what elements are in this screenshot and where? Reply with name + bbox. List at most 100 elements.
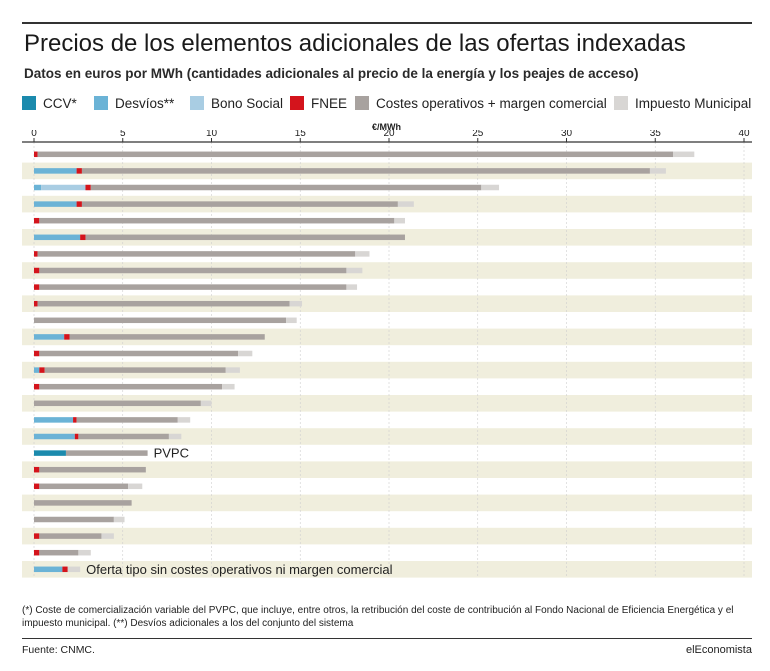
row-band — [22, 328, 752, 346]
legend-item-fnee: FNEE — [290, 92, 347, 114]
bar-segment-costes — [34, 317, 287, 324]
bar-segment-costes — [34, 400, 201, 407]
row-band — [22, 461, 752, 478]
bar-segment-impuesto — [649, 168, 666, 174]
bar-segment-costes — [85, 234, 405, 241]
bar-segment-desvios — [34, 201, 77, 207]
bar-segment-impuesto — [113, 516, 125, 523]
row-band — [22, 395, 752, 412]
row-band — [22, 527, 752, 545]
bar-segment-desvios — [34, 234, 81, 241]
x-tick-label: 0 — [31, 130, 37, 139]
legend-label: FNEE — [311, 95, 348, 111]
bar-segment-fnee — [39, 367, 45, 373]
x-tick-label: 10 — [206, 130, 218, 139]
bar-segment-fnee — [34, 383, 40, 390]
bar-label: PVPC — [154, 446, 189, 461]
bar-segment-impuesto — [346, 284, 358, 290]
bar-chart: 0 5 10 15 20 25 30 35 40 PVPC Oferta tipo sin cost… — [22, 130, 752, 578]
bar-segment-impuesto — [200, 400, 212, 407]
bar-segment-desvios — [34, 417, 74, 423]
legend-swatch — [355, 96, 369, 110]
bar-segment-costes — [39, 483, 129, 490]
bar-segment-costes — [39, 350, 239, 357]
source-note: Fuente: CNMC. — [22, 644, 95, 656]
bar-segment-impuesto — [355, 251, 370, 257]
bar-segment-fnee — [34, 549, 40, 556]
bar-segment-costes — [39, 383, 223, 390]
bar-label: Oferta tipo sin costes operativos ni mar… — [86, 562, 392, 577]
legend: CCV* Desvíos** Bono Social FNEE Costes o… — [22, 92, 762, 114]
bar-segment-costes — [90, 184, 482, 191]
bar-segment-fnee — [76, 201, 82, 207]
row-band — [22, 295, 752, 312]
bar-segment-costes — [39, 466, 146, 473]
legend-label: Bono Social — [211, 95, 284, 111]
chart-subtitle: Datos en euros por MWh (cantidades adici… — [24, 66, 639, 81]
bar-segment-impuesto — [346, 267, 363, 274]
x-tick-label: 20 — [383, 130, 395, 139]
bar-segment-costes — [69, 334, 265, 340]
bar-segment-impuesto — [394, 217, 405, 224]
legend-item-ccv: CCV* — [22, 92, 77, 114]
legend-swatch — [94, 96, 108, 110]
legend-label: Impuesto Municipal — [635, 95, 752, 111]
bar-segment-fnee — [34, 483, 40, 490]
bar-segment-impuesto — [101, 533, 114, 539]
bar-segment-impuesto — [78, 549, 91, 556]
bar-segment-desvios — [34, 367, 40, 373]
bar-segment-impuesto — [67, 566, 81, 573]
bar-segment-bono-social — [41, 184, 86, 191]
legend-item-bono-social: Bono Social — [190, 92, 283, 114]
bar-segment-costes — [39, 217, 395, 224]
bar-segment-impuesto — [397, 201, 414, 207]
x-tick-label: 25 — [472, 130, 484, 139]
bar-segment-desvios — [34, 168, 77, 174]
bar-segment-fnee — [34, 267, 40, 274]
bar-segment-fnee — [74, 433, 79, 440]
x-tick-label: 5 — [120, 130, 126, 139]
bar-segment-costes — [39, 549, 79, 556]
bar-segment-fnee — [34, 466, 40, 473]
chart-title: Precios de los elementos adicionales de … — [24, 30, 686, 57]
legend-swatch — [614, 96, 628, 110]
bar-segment-costes — [44, 367, 226, 373]
x-tick-label: 40 — [738, 130, 750, 139]
bar-segment-fnee — [62, 566, 68, 573]
bar-segment-fnee — [34, 533, 40, 539]
x-tick-label: 30 — [561, 130, 573, 139]
bar-segment-impuesto — [289, 300, 303, 307]
bar-segment-impuesto — [481, 184, 500, 191]
bar-segment-fnee — [76, 168, 82, 174]
bar-segment-impuesto — [225, 367, 240, 373]
axis-unit-label: €/MWh — [372, 122, 401, 132]
bar-segment-fnee — [64, 334, 70, 340]
brand-logo: elEconomista — [685, 644, 752, 656]
footnote: (*) Coste de comercialización variable d… — [22, 605, 734, 629]
bar-segment-impuesto — [673, 151, 695, 158]
bar-segment-costes — [39, 284, 347, 290]
legend-label: Desvíos** — [115, 95, 175, 111]
bar-segment-costes — [65, 450, 148, 456]
bar-segment-costes — [81, 201, 398, 207]
bar-segment-impuesto — [222, 383, 235, 390]
bar-segment-costes — [76, 417, 178, 423]
legend-item-desvios: Desvíos** — [94, 92, 174, 114]
bar-segment-costes — [81, 168, 650, 174]
bar-segment-fnee — [85, 184, 91, 191]
bar-segment-desvios — [34, 334, 65, 340]
bar-segment-costes — [39, 533, 102, 539]
x-tick-label: 35 — [650, 130, 662, 139]
bar-segment-fnee — [34, 251, 38, 257]
legend-swatch — [22, 96, 36, 110]
legend-label: CCV* — [43, 95, 77, 111]
row-band — [22, 494, 752, 512]
legend-item-costes: Costes operativos + margen comercial — [355, 92, 607, 114]
bar-segment-desvios — [34, 184, 42, 191]
bar-segment-costes — [37, 151, 674, 158]
bar-segment-fnee — [34, 151, 38, 158]
bar-segment-costes — [34, 516, 114, 523]
row-band — [22, 428, 752, 445]
legend-item-impuesto: Impuesto Municipal — [614, 92, 751, 114]
legend-swatch — [190, 96, 204, 110]
